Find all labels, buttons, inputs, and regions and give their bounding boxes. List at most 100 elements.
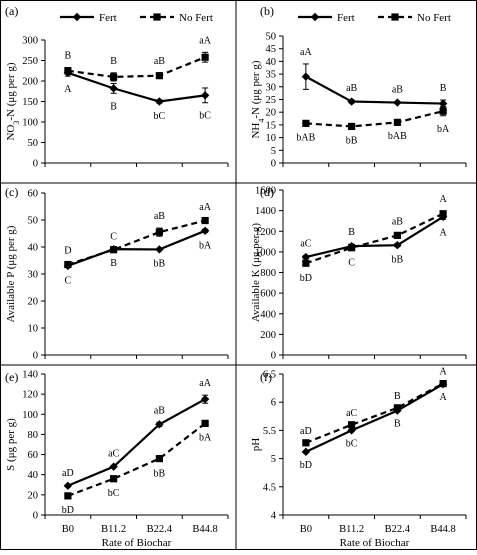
panel-label: (a) (5, 4, 18, 18)
significance-letter: aA (199, 202, 211, 213)
significance-letter: B (65, 50, 72, 61)
y-axis-title: Available P (μg per g) (5, 225, 17, 322)
panel-label: (d) (260, 185, 274, 199)
significance-letter: bA (437, 124, 450, 135)
data-point (439, 210, 447, 218)
y-axis-title: NH4-N (μg per g) (250, 60, 266, 138)
significance-letter: bD (62, 505, 74, 516)
significance-letter: A (440, 194, 448, 205)
y-tick-label: 60 (28, 189, 39, 200)
significance-letter: A (440, 392, 448, 403)
significance-letter: B (110, 258, 117, 269)
significance-letter: B (348, 227, 355, 238)
significance-letter: aD (300, 426, 312, 437)
chart-panel-4: (d) 0 200 400 600 800 1000 1200 1400 1600 Availabl… (250, 185, 467, 362)
y-tick-label: 300 (22, 36, 38, 47)
y-tick-label: 5.5 (263, 426, 276, 437)
panel-label: (f) (260, 370, 272, 384)
y-tick-label: 800 (260, 268, 276, 279)
data-point (348, 122, 356, 131)
significance-letter: aA (300, 47, 312, 58)
y-tick-label: 50 (28, 138, 39, 149)
significance-letter: B (110, 101, 117, 112)
data-point (64, 67, 72, 75)
legend-item: No Fert (378, 12, 451, 24)
significance-letter: aB (346, 83, 357, 94)
significance-letter: bD (300, 273, 312, 284)
y-tick-label: 45 (266, 44, 277, 55)
data-point (200, 226, 210, 235)
series-fert: A BbC bC (63, 68, 211, 122)
significance-letter: aC (346, 408, 357, 419)
x-axis-title: Rate of Biochar (102, 537, 172, 549)
y-tick-label: 1200 (255, 227, 276, 238)
significance-letter: aB (154, 56, 165, 67)
y-tick-label: 50 (28, 216, 39, 227)
y-tick-label: 0 (33, 351, 38, 362)
panel-label: (c) (5, 185, 18, 199)
legend-item: No Fert (140, 12, 213, 24)
data-point (301, 447, 311, 457)
y-tick-label: 4 (271, 511, 277, 522)
y-tick-label: 30 (266, 82, 277, 93)
data-point (393, 231, 401, 239)
chart-panel-3: (c) 0 10 20 30 40 50 60 Available P (μg per g) C B… (5, 185, 229, 362)
significance-letter: aA (199, 378, 211, 389)
x-tick-label: B11.2 (339, 524, 364, 535)
data-point (155, 97, 164, 106)
y-tick-label: 5 (271, 454, 276, 465)
x-tick-label: B11.2 (101, 524, 126, 535)
significance-letter: bB (154, 469, 166, 480)
significance-letter: bC (346, 438, 358, 449)
significance-letter: aD (62, 468, 74, 479)
series-line (305, 75, 444, 105)
significance-letter: C (348, 257, 355, 268)
y-tick-label: 5 (271, 146, 276, 157)
y-tick-label: 100 (22, 410, 38, 421)
data-point (393, 118, 401, 126)
y-tick-label: 6 (271, 398, 276, 409)
series-line (67, 71, 206, 103)
chart-panel-1: (a) 0 50 100 150 200 250 300 NO3-N (μg per g) A Bb… (5, 4, 229, 170)
y-tick-label: 10 (28, 324, 39, 335)
data-point (109, 462, 118, 471)
x-tick-label: B22.4 (385, 524, 411, 535)
data-point (109, 84, 118, 93)
data-point (155, 245, 164, 254)
data-point (348, 421, 356, 429)
data-point (201, 53, 209, 61)
y-tick-label: 4.5 (263, 482, 276, 493)
legend: Fert No Fert (298, 12, 451, 24)
series-no-fert: bD bC bB bA (62, 419, 212, 516)
data-point (393, 98, 402, 107)
y-tick-label: 250 (22, 56, 38, 67)
significance-letter: B (440, 83, 447, 94)
y-tick-label: 20 (28, 490, 39, 501)
series-fert: aD aC aB aA (62, 378, 212, 490)
data-point (301, 72, 311, 81)
series-line (305, 110, 444, 128)
y-tick-label: 6.5 (263, 370, 276, 381)
y-tick-label: 40 (28, 243, 39, 254)
data-point (155, 72, 163, 80)
significance-letter: bA (199, 240, 212, 251)
data-point (110, 475, 118, 483)
series-line (305, 212, 444, 265)
x-axis-title: Rate of Biochar (340, 537, 410, 549)
data-point (393, 404, 401, 412)
significance-letter: B (110, 56, 117, 67)
data-point (438, 99, 448, 108)
significance-letter: aC (300, 238, 311, 249)
y-tick-label: 1400 (255, 206, 276, 217)
y-tick-label: 1000 (255, 247, 276, 258)
y-tick-label: 25 (266, 95, 277, 106)
y-tick-label: 30 (28, 270, 39, 281)
significance-letter: bB (392, 255, 404, 266)
series-no-fert: D CaB aA (64, 202, 212, 269)
significance-letter: C (65, 275, 72, 286)
y-tick-label: 10 (266, 133, 277, 144)
series-no-fert: aD aC B A (300, 367, 448, 447)
